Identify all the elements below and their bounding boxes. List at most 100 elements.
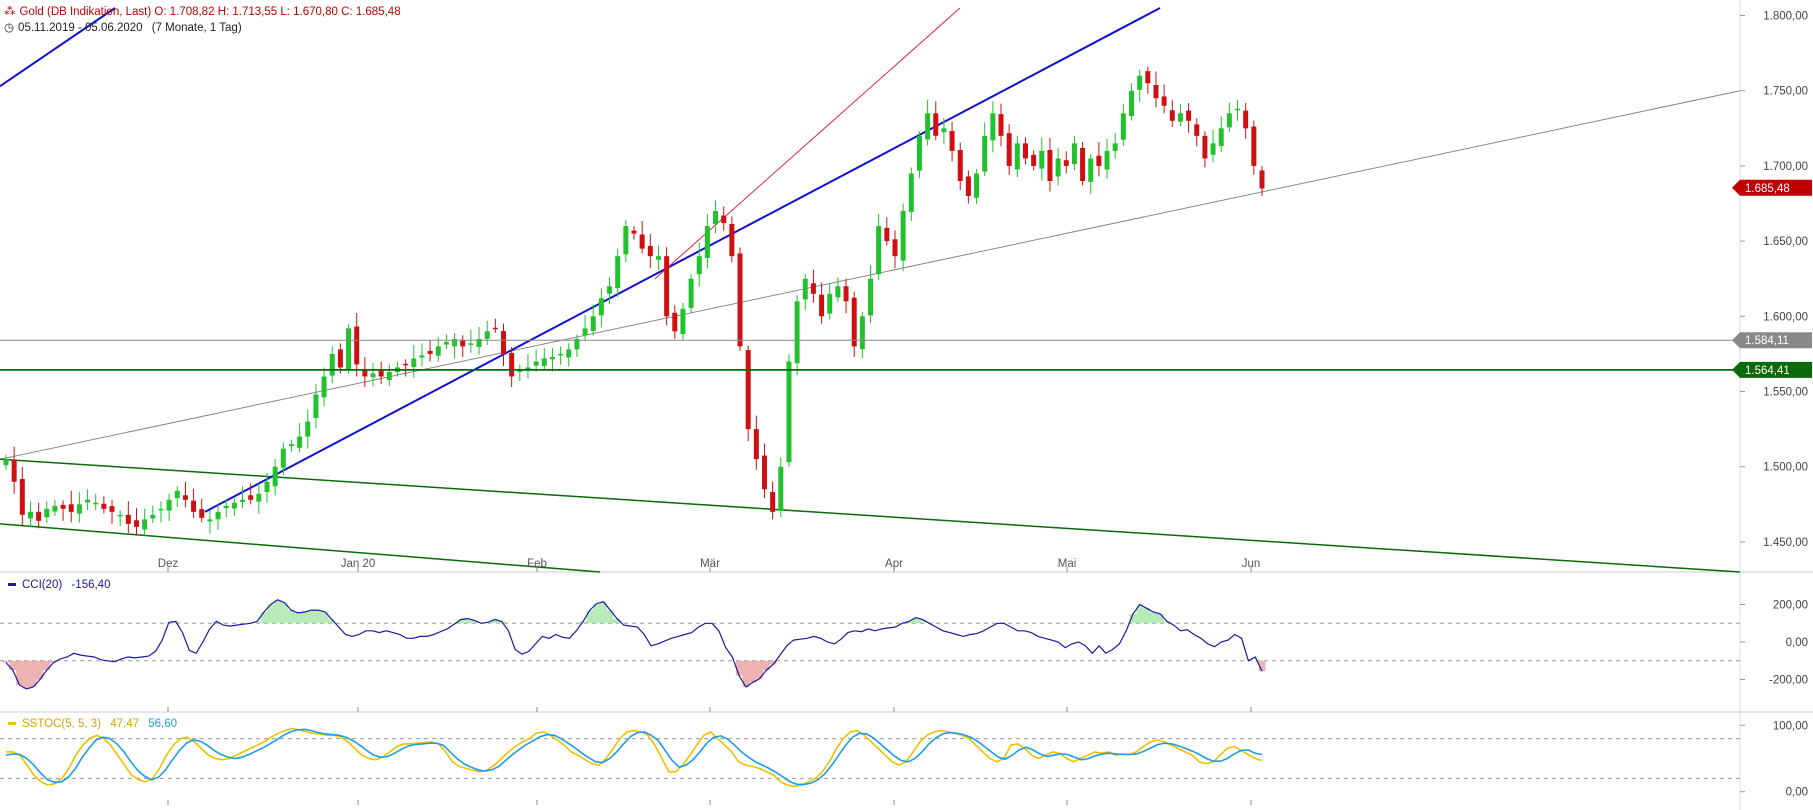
candle-body [1251,126,1257,166]
candle-body [664,256,670,317]
candle-body [68,504,74,512]
date-tick-label: Feb [527,558,547,570]
candle-body [884,227,890,242]
candle-body [647,245,653,257]
candle-body [892,239,898,257]
candle-body [1153,85,1159,99]
candle-body [721,215,727,224]
candle-body [566,349,572,358]
candle-body [44,508,50,518]
candle-body [240,499,246,502]
chart-header: ⁂ Gold (DB Indikation, Last) O: 1.708,82 … [4,4,401,18]
stoch-swatch [8,722,16,726]
candle-body [411,358,417,368]
date-tick-label: Apr [885,558,903,570]
price-tick-label: 1.500,00 [1763,462,1808,474]
candle-body [215,511,221,520]
price-tick-label: 1.800,00 [1763,11,1808,23]
candle-body [492,327,498,330]
candle-body [207,519,213,522]
candle-body [949,131,955,151]
cci-tick-label: 0,00 [1786,637,1808,649]
low-value: L: 1.670,80 [280,6,338,18]
candle-body [231,502,237,509]
stoch-d-line [5,728,1263,786]
level-tag-label: 1.584,11 [1745,335,1789,347]
candle-body [713,211,719,225]
candle-body [3,459,9,466]
candle-body [688,278,694,308]
candle-body [125,514,131,524]
candle-body [957,149,963,181]
clock-icon: ◷ [4,22,15,34]
candle-body [1022,143,1028,159]
candle-body [794,301,800,364]
stoch-k-line [6,727,1263,788]
candle-body [761,455,767,490]
candle-body [1226,113,1232,128]
candle-body [354,326,360,365]
candle-body [802,278,808,300]
candle-body [549,356,555,360]
candle-body [468,343,474,345]
stoch-tick-label: 0,00 [1786,787,1808,799]
cci-value: -156,40 [71,579,111,591]
candle-body [313,394,319,418]
candle-body [11,460,17,482]
candle-body [607,286,613,294]
candle-body [1186,110,1192,121]
candle-body [1031,154,1037,166]
stoch-label: SSTOC(5, 5, 3) [22,718,102,730]
candle-body [827,293,833,314]
gray-trendline [0,90,1741,460]
candle-body [272,466,278,487]
trend-lines[interactable] [0,7,1741,573]
price-tick-label: 1.600,00 [1763,311,1808,323]
close-value: C: 1.685,48 [341,6,401,18]
candle-body [916,135,922,171]
last-price-label: 1.685,48 [1745,183,1790,195]
candle-body [460,339,466,347]
level-tag [1732,361,1812,378]
candle-body [19,479,25,515]
candle-body [93,502,99,505]
cci-swatch [8,583,16,587]
candle-body [223,505,229,509]
cci-label: CCI(20) [22,579,63,591]
blue-trendline [204,7,1161,513]
candle-body [305,421,311,437]
date-range: 05.11.2019 - 05.06.2020 [18,22,143,34]
candle-body [1145,71,1151,84]
candle-body [680,308,686,335]
stoch-d-value: 56,60 [148,718,178,730]
candle-body [280,448,286,468]
red-trendline [654,7,961,280]
candle-body [174,490,180,499]
candle-body [182,495,188,500]
candle-body [990,113,996,141]
candle-body [1014,143,1020,170]
candle-body [696,256,702,275]
candle-body [745,350,751,430]
stoch-legend: SSTOC(5, 5, 3) 47,47 56,60 [8,718,177,730]
candle-body [835,286,841,298]
candle-body [288,444,294,446]
cci-tick-label: 200,00 [1773,600,1808,612]
horizontal-levels[interactable]: 1.584,11 1.564,41 1.685,48 [0,179,1812,378]
candle-body [965,176,971,196]
candle-body [166,499,172,511]
candle-body [1161,96,1167,106]
price-tick-label: 1.700,00 [1763,161,1808,173]
candle-body [598,298,604,316]
cci-overbought-fill [165,599,1171,624]
stochastic-panel: 100,00 0,00 [0,720,1808,799]
candle-body [117,514,123,517]
candle-body [1112,143,1118,151]
candle-body [1063,160,1069,166]
candle-body [998,114,1004,136]
candle-body [346,328,352,370]
cci-line [5,599,1263,690]
date-tick-label: Dez [158,558,179,570]
